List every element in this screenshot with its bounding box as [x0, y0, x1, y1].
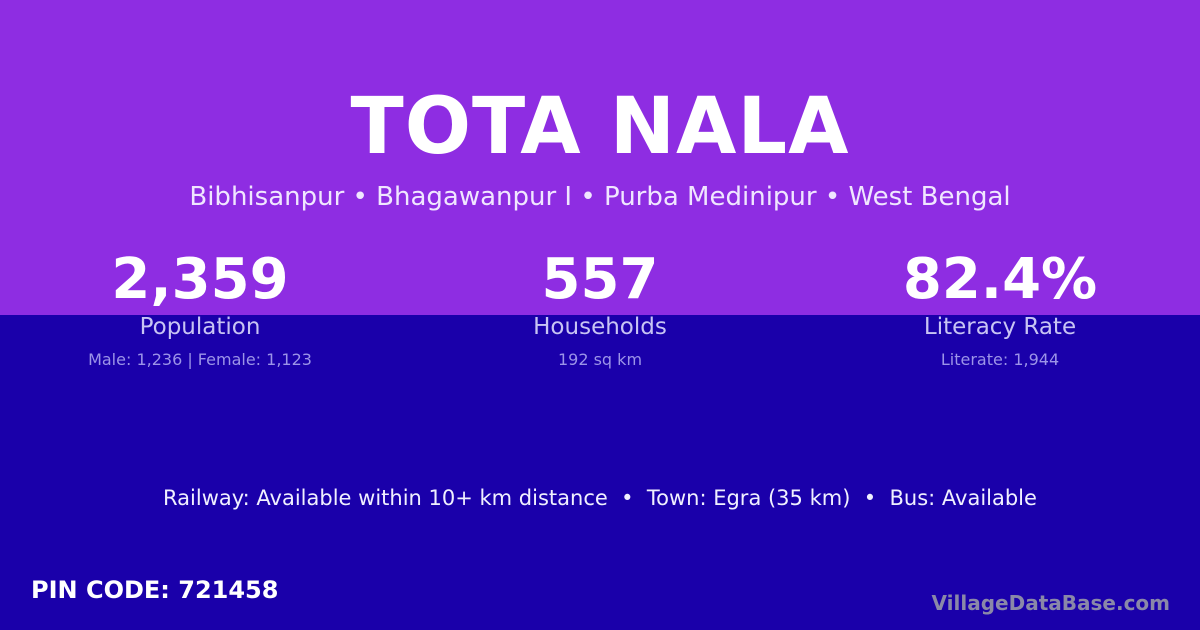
stat-label: Households [533, 314, 667, 340]
stat-value: 82.4% [902, 247, 1098, 312]
stat-households: 557 Households 192 sq km [400, 247, 800, 370]
stat-detail: Literate: 1,944 [940, 350, 1060, 369]
stat-value: 557 [541, 247, 659, 312]
header-band [0, 0, 1200, 315]
location-breadcrumb: Bibhisanpur • Bhagawanpur I • Purba Medi… [189, 182, 1011, 212]
stat-label: Population [139, 314, 261, 340]
stat-literacy: 82.4% Literacy Rate Literate: 1,944 [800, 247, 1200, 370]
stat-detail: Male: 1,236 | Female: 1,123 [88, 350, 312, 369]
brand-watermark: VillageDataBase.com [931, 591, 1170, 615]
stat-label: Literacy Rate [923, 314, 1077, 340]
stat-population: 2,359 Population Male: 1,236 | Female: 1… [0, 247, 400, 370]
stat-detail: 192 sq km [557, 350, 643, 369]
pin-code: PIN CODE: 721458 [31, 576, 279, 604]
accessibility-info: Railway: Available within 10+ km distanc… [163, 486, 1037, 510]
stat-value: 2,359 [111, 247, 289, 312]
village-title: TOTA NALA [350, 82, 850, 172]
